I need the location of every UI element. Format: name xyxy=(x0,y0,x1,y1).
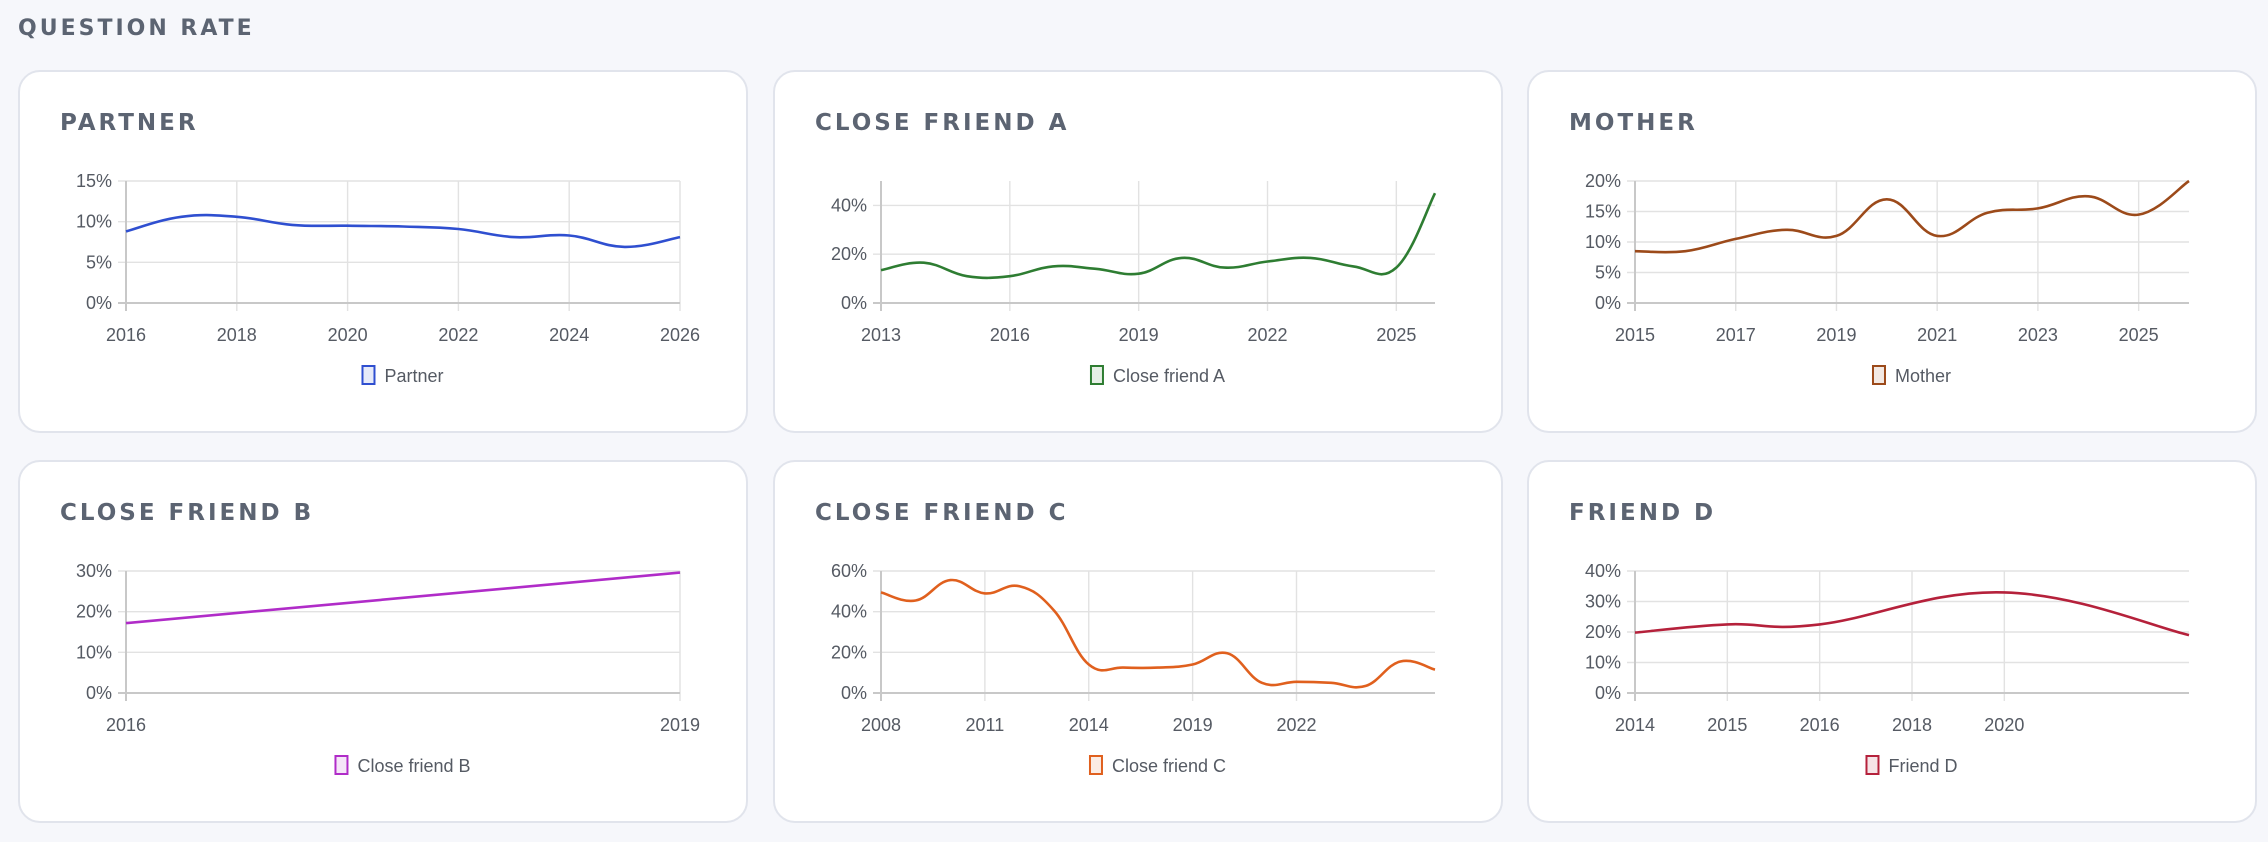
y-tick-label: 10% xyxy=(1585,232,1621,252)
x-tick-label: 2023 xyxy=(2018,325,2058,345)
x-tick-label: 2016 xyxy=(106,325,146,345)
x-tick-label: 2013 xyxy=(861,325,901,345)
chart-card-close-friend-a: CLOSE FRIEND A 0% 20% 40% 2013 2016 2019 2022 2… xyxy=(773,70,1503,433)
x-tick-label: 2014 xyxy=(1615,715,1655,735)
series-line xyxy=(1634,179,2190,254)
y-tick-label: 40% xyxy=(831,195,867,215)
x-tick-label: 2024 xyxy=(549,325,589,345)
y-tick-label: 40% xyxy=(831,602,867,622)
chart-title: CLOSE FRIEND C xyxy=(815,500,1069,526)
y-tick-label: 5% xyxy=(86,252,112,272)
legend-swatch[interactable] xyxy=(1089,365,1104,385)
y-tick-label: 5% xyxy=(1595,263,1621,283)
y-tick-label: 20% xyxy=(76,602,112,622)
y-tick-label: 10% xyxy=(76,642,112,662)
x-tick-label: 2026 xyxy=(660,325,700,345)
legend-swatch[interactable] xyxy=(361,365,376,385)
y-tick-label: 40% xyxy=(1585,561,1621,581)
x-tick-label: 2015 xyxy=(1615,325,1655,345)
x-tick-label: 2019 xyxy=(1119,325,1159,345)
legend-swatch[interactable] xyxy=(1865,755,1880,775)
legend-swatch[interactable] xyxy=(1088,755,1103,775)
x-tick-label: 2014 xyxy=(1069,715,1109,735)
chart-title: CLOSE FRIEND A xyxy=(815,110,1070,136)
chart-close-friend-c: 0% 20% 40% 60% 2008 2011 2014 2019 2022 Close fri… xyxy=(831,561,1436,776)
y-tick-label: 0% xyxy=(1595,683,1621,703)
y-tick-label: 0% xyxy=(86,293,112,313)
series-line xyxy=(125,213,681,249)
page-title: QUESTION RATE xyxy=(18,16,255,41)
y-tick-label: 15% xyxy=(76,171,112,191)
x-tick-label: 2018 xyxy=(217,325,257,345)
x-tick-label: 2016 xyxy=(1800,715,1840,735)
x-tick-label: 2025 xyxy=(1376,325,1416,345)
legend-label: Mother xyxy=(1895,366,1951,386)
x-tick-label: 2008 xyxy=(861,715,901,735)
legend-label: Close friend B xyxy=(357,756,470,776)
y-tick-label: 0% xyxy=(86,683,112,703)
y-tick-label: 60% xyxy=(831,561,867,581)
legend-label: Close friend A xyxy=(1113,366,1225,386)
series-line xyxy=(880,578,1436,689)
y-tick-label: 20% xyxy=(1585,622,1621,642)
x-tick-label: 2022 xyxy=(438,325,478,345)
legend-label: Close friend C xyxy=(1112,756,1226,776)
chart-card-close-friend-c: CLOSE FRIEND C 0% 20% 40% 60% 2008 2011 2014 20… xyxy=(773,460,1503,823)
y-tick-label: 30% xyxy=(76,561,112,581)
x-tick-label: 2018 xyxy=(1892,715,1932,735)
y-tick-label: 15% xyxy=(1585,202,1621,222)
x-tick-label: 2022 xyxy=(1276,715,1316,735)
series-line xyxy=(1634,591,2190,637)
chart-mother: 0% 5% 10% 15% 20% 2015 2017 2019 2021 2023 2025 Mot… xyxy=(1585,171,2190,386)
y-tick-label: 20% xyxy=(1585,171,1621,191)
chart-card-friend-d: FRIEND D 0% 10% 20% 30% 40% 2014 2015 2016 2018 2… xyxy=(1527,460,2257,823)
chart-partner: 0% 5% 10% 15% 2016 2018 2020 2022 2024 2026 Partne… xyxy=(76,171,700,386)
y-tick-label: 10% xyxy=(1585,653,1621,673)
chart-title: MOTHER xyxy=(1569,110,1698,136)
x-tick-label: 2019 xyxy=(660,715,700,735)
legend-swatch[interactable] xyxy=(334,755,349,775)
chart-card-partner: PARTNER 0% 5% 10% 15% 2016 2018 2020 2022 2024 20… xyxy=(18,70,748,433)
x-tick-label: 2020 xyxy=(1984,715,2024,735)
x-tick-label: 2022 xyxy=(1247,325,1287,345)
chart-card-close-friend-b: CLOSE FRIEND B 0% 10% 20% 30% 2016 2019 Close … xyxy=(18,460,748,823)
x-tick-label: 2017 xyxy=(1716,325,1756,345)
x-tick-label: 2025 xyxy=(2119,325,2159,345)
x-tick-label: 2021 xyxy=(1917,325,1957,345)
y-tick-label: 30% xyxy=(1585,592,1621,612)
chart-friend-d: 0% 10% 20% 30% 40% 2014 2015 2016 2018 2020 Friend… xyxy=(1585,561,2190,776)
chart-card-mother: MOTHER 0% 5% 10% 15% 20% 2015 2017 2019 2021 2023… xyxy=(1527,70,2257,433)
x-tick-label: 2011 xyxy=(966,715,1005,735)
series-line xyxy=(880,192,1437,280)
chart-close-friend-a: 0% 20% 40% 2013 2016 2019 2022 2025 Close friend… xyxy=(831,181,1437,386)
y-tick-label: 0% xyxy=(841,293,867,313)
legend-swatch[interactable] xyxy=(1871,365,1886,385)
chart-close-friend-b: 0% 10% 20% 30% 2016 2019 Close friend B xyxy=(76,561,700,776)
y-tick-label: 20% xyxy=(831,642,867,662)
x-tick-label: 2016 xyxy=(106,715,146,735)
chart-title: CLOSE FRIEND B xyxy=(60,500,315,526)
y-tick-label: 20% xyxy=(831,244,867,264)
chart-title: FRIEND D xyxy=(1569,500,1717,526)
x-tick-label: 2020 xyxy=(328,325,368,345)
x-tick-label: 2019 xyxy=(1816,325,1856,345)
legend-label: Partner xyxy=(384,366,443,386)
y-tick-label: 0% xyxy=(841,683,867,703)
x-tick-label: 2016 xyxy=(990,325,1030,345)
chart-title: PARTNER xyxy=(60,110,199,136)
x-tick-label: 2019 xyxy=(1173,715,1213,735)
x-tick-label: 2015 xyxy=(1707,715,1747,735)
legend-label: Friend D xyxy=(1888,756,1957,776)
y-tick-label: 10% xyxy=(76,212,112,232)
series-line xyxy=(125,571,681,625)
y-tick-label: 0% xyxy=(1595,293,1621,313)
